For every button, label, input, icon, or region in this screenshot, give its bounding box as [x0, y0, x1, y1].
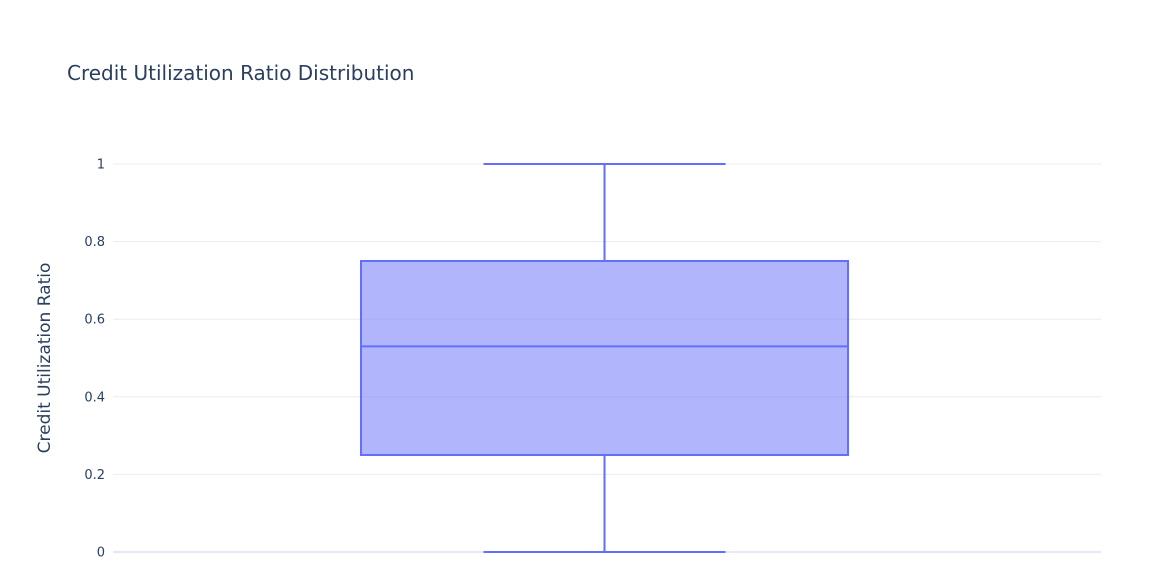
y-tick-label: 0.6: [84, 313, 105, 328]
iqr-box: [360, 260, 849, 456]
y-tick-label: 0: [97, 546, 105, 561]
y-axis-title: Credit Utilization Ratio: [35, 263, 55, 454]
y-tick-label: 0.8: [84, 235, 105, 250]
box-plot[interactable]: [360, 163, 849, 553]
chart-title: Credit Utilization Ratio Distribution: [67, 61, 414, 85]
y-axis-ticks: 0 0.2 0.4 0.6 0.8 1: [84, 158, 105, 561]
y-tick-label: 0.4: [84, 390, 105, 405]
y-tick-label: 1: [97, 158, 105, 173]
y-tick-label: 0.2: [84, 468, 105, 483]
